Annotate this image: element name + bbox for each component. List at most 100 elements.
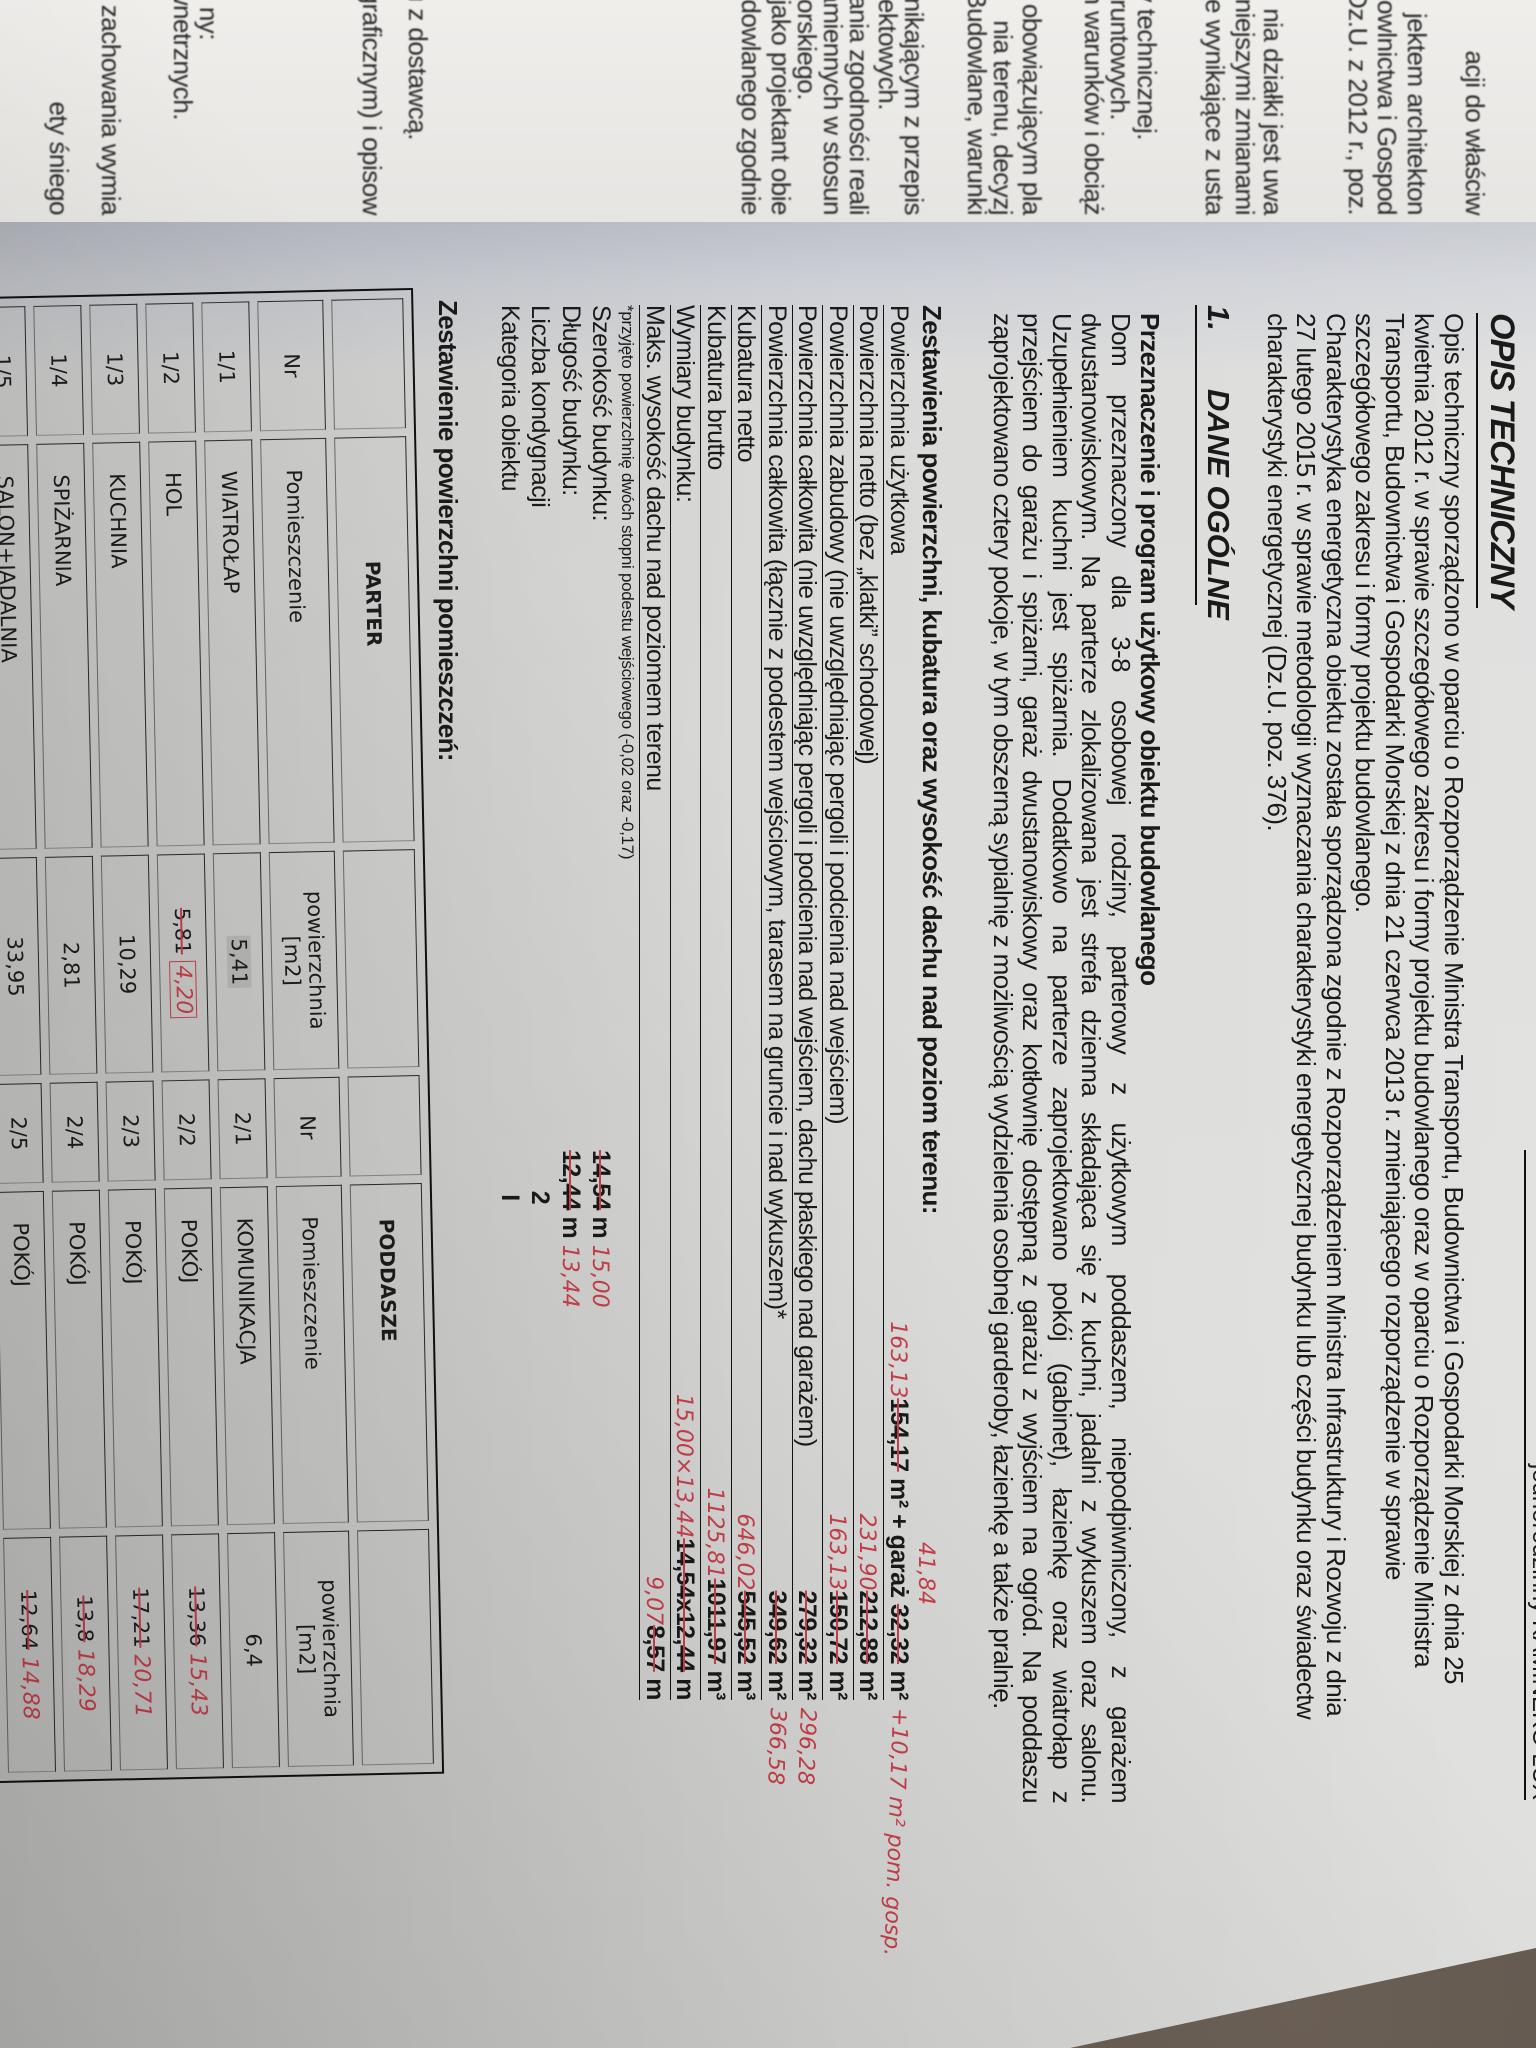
program-line: Dom przeznaczony dla 3-8 osobowej rodzin…: [1106, 313, 1136, 1803]
area-label: Powierzchnia zabudowy (nie uwzględniając…: [824, 305, 852, 1125]
area-row: Powierzchnia netto (bez „klatki” schodow…: [853, 305, 884, 1700]
value-text: m²: [854, 1664, 883, 1700]
room-area: 13,8 18,29: [59, 1535, 112, 1772]
area-row: Kubatura netto 646,02545,52 m³: [731, 305, 762, 1700]
area-label: Kubatura brutto: [702, 305, 730, 470]
intro-line: szczegółowego zakresu i formy projektu b…: [1350, 313, 1381, 913]
area-label: Liczba kondygnacji: [526, 305, 555, 508]
column-header-area-label: powierzchnia: [302, 890, 330, 1030]
handwritten-correction: 15,43: [185, 1652, 212, 1717]
area-value: 9,078,57 m: [641, 1576, 671, 1700]
area-row: Powierzchnia całkowita (łącznie z podest…: [761, 305, 793, 1786]
table-cell-empty: [347, 1075, 422, 1177]
struck-value: 12,44: [557, 1150, 585, 1211]
area-value: 5,41: [226, 935, 252, 989]
area-footnote: *przyjęto powierzchnię dwóch stopni pode…: [618, 305, 638, 860]
area-value: 6,4: [241, 1633, 266, 1668]
room-name: POKÓJ: [51, 1189, 107, 1529]
area-value: 2: [526, 1150, 556, 1245]
room-area: 17,21 20,71: [115, 1534, 168, 1771]
area-row: Powierzchnia całkowita (nie uwzględniają…: [792, 305, 823, 1786]
value-text: m: [587, 1210, 616, 1245]
area-value: 15,00×13,4414,54x12,44 m: [671, 1394, 701, 1700]
room-number: 1/3: [89, 303, 140, 435]
struck-value: 212,88: [854, 1590, 883, 1664]
area-row: Powierzchnia zabudowy (nie uwzględniając…: [822, 305, 853, 1700]
program-heading: Przeznaczenie i program użytkowy obiektu…: [1135, 313, 1165, 986]
value-text: m²: [824, 1664, 852, 1700]
rooms-table: PARTER PODDASZE Nr Pomieszczenie powierz…: [0, 288, 445, 1785]
handwritten-correction: 163,13: [824, 1513, 849, 1591]
value-text: m: [557, 1210, 585, 1245]
intro-line: Opis techniczny sporządzono w oparciu o …: [1439, 313, 1469, 1684]
struck-value: 5,81: [170, 907, 196, 955]
handwritten-note: 296,28: [792, 1707, 821, 1786]
program-line: dwustanowiskowym. Na parterze zlokalizow…: [1076, 313, 1107, 1803]
area-label: Powierzchnia użytkowa: [885, 305, 913, 555]
handwritten-correction: 163,13: [885, 1321, 910, 1399]
value-text: I: [496, 1194, 524, 1201]
handwritten-correction: 13,44: [557, 1244, 582, 1308]
area-label: Kategoria obiektu: [496, 305, 524, 492]
area-value: 349,62 m² 366,58: [762, 1591, 793, 1786]
value-text: m²: [793, 1664, 822, 1700]
intro-line: kwietnia 2012 r. w sprawie szczegółowego…: [1409, 313, 1440, 1668]
room-name: KUCHNIA: [92, 441, 149, 848]
value-text: m: [641, 1671, 669, 1700]
value-text: m: [671, 1671, 700, 1700]
handwritten-correction: 646,02: [732, 1513, 758, 1591]
room-name: SALON+JADALNIA: [0, 444, 37, 851]
areas-heading: Zestawienia powierzchni, kubatura oraz w…: [917, 305, 947, 1214]
handwritten-correction: 14,88: [17, 1656, 44, 1720]
column-header-area-unit: [m2]: [293, 1623, 320, 1675]
column-header-area-unit: [m2]: [279, 935, 305, 987]
program-line: Uzupełnieniem kuchni jest spiżarnia. Dod…: [1047, 313, 1077, 1803]
struck-value: 14,54: [587, 1150, 616, 1211]
room-number: 1/5: [0, 306, 29, 438]
value-text: m³: [702, 1664, 730, 1700]
room-area: 6,4: [227, 1532, 280, 1769]
area-label: Kubatura netto: [732, 305, 761, 463]
room-area: 13,36 15,43: [171, 1533, 224, 1770]
column-header-nr: Nr: [273, 1076, 342, 1179]
room-number: 2/4: [49, 1081, 100, 1183]
handwritten-correction: 231,90: [854, 1513, 880, 1591]
room-area: 2,81: [44, 855, 98, 1075]
area-row: Maks. wysokość dachu nad poziomem terenu…: [639, 305, 671, 1700]
column-header-area: powierzchnia [m2]: [283, 1530, 354, 1767]
area-row: Wymiary budynku: 15,00×13,4414,54x12,44 m: [670, 305, 701, 1700]
area-value: 279,32 m² 296,28: [793, 1591, 823, 1786]
column-header-room: Pomieszczenie: [275, 1184, 349, 1524]
area-label: Powierzchnia netto (bez „klatki” schodow…: [854, 305, 883, 765]
column-header-area: powierzchnia [m2]: [268, 850, 340, 1071]
handwritten-correction: 1125,81: [702, 1487, 727, 1579]
section-number: 1.: [1201, 305, 1236, 331]
area-value: 14,54 m 15,00: [585, 1150, 617, 1308]
struck-value: 545,52: [732, 1590, 761, 1664]
rooms-heading: Zestawienie powierzchni pomieszczeń:: [433, 300, 463, 761]
struck-value: 13,8: [72, 1595, 98, 1643]
room-area: 33,95: [0, 857, 42, 1076]
handwritten-correction: 15,00×13,44: [671, 1393, 697, 1539]
program-paragraph: Dom przeznaczony dla 3-8 osobowej rodzin…: [988, 313, 1136, 1803]
handwritten-correction: 4,20: [169, 960, 198, 1019]
value-text: m²: [885, 1664, 913, 1700]
room-number: 2/1: [217, 1078, 268, 1180]
room-area: 5,81 4,20: [156, 853, 210, 1073]
handwritten-correction: 9,07: [641, 1576, 666, 1626]
intro-line: Transportu, Budownictwa i Gospodarki Mor…: [1380, 313, 1410, 1580]
handwritten-correction: 15,00: [587, 1244, 613, 1308]
table-cell-empty: [342, 849, 420, 1069]
area-row: Powierzchnia użytkowa 163,13154,17 m² + g…: [878, 305, 938, 1957]
room-name: POKÓJ: [163, 1187, 219, 1527]
room-name: WIATROŁAP: [204, 439, 261, 846]
group-header-poddasze: PODDASZE: [349, 1183, 429, 1523]
room-name: HOL: [148, 440, 205, 847]
group-header-parter: PARTER: [334, 436, 415, 843]
area-row: Szerokość budynku: 14,54 m 15,00: [586, 305, 617, 1700]
area-value: 33,95: [2, 936, 28, 997]
area-row: Kubatura brutto 1125,811011,97 m³: [700, 305, 731, 1700]
value-text: m²: [763, 1664, 791, 1700]
struck-value: 14,54x12,44: [671, 1538, 700, 1672]
